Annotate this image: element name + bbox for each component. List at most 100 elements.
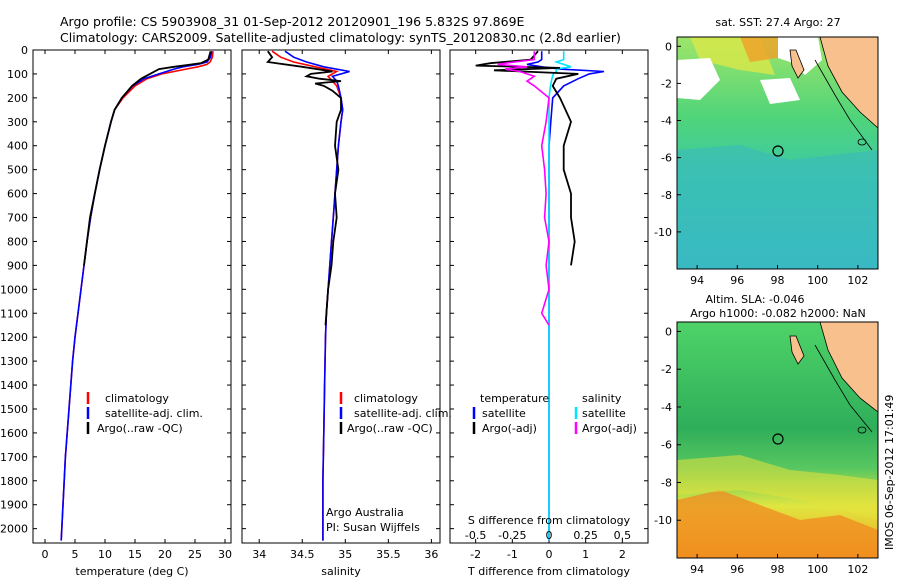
- sla-map-title-1: Altim. SLA: -0.046: [705, 293, 804, 306]
- map-x-tick-label: 102: [847, 274, 868, 287]
- x-tick-label: -1: [507, 548, 518, 561]
- series-line-argo-raw-qc-: [266, 50, 342, 326]
- salinity-x-label: salinity: [321, 565, 361, 578]
- legend-header-salinity: salinity: [582, 392, 622, 405]
- series-line-salinity-satellite: [548, 51, 572, 541]
- legend-label-s-satellite: satellite: [582, 407, 626, 420]
- sla-land: [819, 322, 878, 413]
- legend-label-t-argo: Argo(-adj): [482, 422, 537, 435]
- map-x-tick-label: 94: [690, 274, 704, 287]
- map-y-tick-label: 0: [665, 325, 672, 338]
- legend-label-climatology: climatology: [105, 392, 169, 405]
- series-line-climatology: [271, 50, 344, 541]
- legend-label-satellite: satellite-adj. clim.: [105, 407, 203, 420]
- x-tick-label: 34: [252, 548, 266, 561]
- sst-map: [677, 37, 878, 269]
- temperature-panel-frame: [32, 49, 232, 544]
- depth-tick-label: 700: [7, 212, 28, 225]
- s-difference-label: S difference from climatology: [468, 514, 631, 527]
- argo-australia-label: Argo Australia: [326, 506, 404, 519]
- map-x-tick-label: 98: [771, 274, 785, 287]
- x-tick-label: -2: [470, 548, 481, 561]
- depth-tick-label: 300: [7, 116, 28, 129]
- map-y-tick-label: -4: [661, 115, 672, 128]
- sst-missing-patch-2: [778, 37, 822, 75]
- x-tick-label: 0: [42, 548, 49, 561]
- series-line-salinity-argo-adj-: [497, 51, 550, 326]
- sla-island: [789, 335, 805, 365]
- depth-tick-label: 900: [7, 259, 28, 272]
- series-line-temperature-argo-adj-: [475, 50, 579, 266]
- x-tick-label: 35: [338, 548, 352, 561]
- map-x-tick-label: 98: [771, 563, 785, 576]
- depth-tick-label: 1700: [0, 451, 28, 464]
- map-y-tick-label: 0: [665, 40, 672, 53]
- series-line-argo-raw-qc-: [83, 50, 212, 266]
- s-tick-label: 0: [546, 529, 553, 542]
- depth-tick-label: 0: [21, 44, 28, 57]
- depth-tick-label: 1200: [0, 331, 28, 344]
- map-x-tick-label: 102: [847, 563, 868, 576]
- depth-tick-label: 1300: [0, 355, 28, 368]
- x-tick-label: 1: [582, 548, 589, 561]
- sst-hot-patch: [740, 37, 778, 62]
- legend-label-argo: Argo(..raw -QC): [347, 422, 433, 435]
- depth-tick-label: 1100: [0, 307, 28, 320]
- depth-tick-label: 500: [7, 164, 28, 177]
- header-line-2: Climatology: CARS2009. Satellite-adjuste…: [60, 30, 621, 45]
- sst-argo-marker: [772, 145, 784, 157]
- map-x-tick-label: 100: [807, 274, 828, 287]
- sst-cool-patch: [677, 145, 878, 269]
- x-tick-label: 0: [546, 548, 553, 561]
- map-x-tick-label: 100: [807, 563, 828, 576]
- depth-tick-label: 1000: [0, 283, 28, 296]
- difference-x-label: T difference from climatology: [467, 565, 630, 578]
- map-y-tick-label: -6: [661, 152, 672, 165]
- sst-missing-patch-1: [677, 58, 720, 100]
- depth-tick-label: 1400: [0, 379, 28, 392]
- series-line-climatology: [60, 51, 214, 541]
- legend-label-satellite: satellite-adj. clim.: [354, 407, 452, 420]
- series-line-temperature-satellite: [526, 51, 605, 541]
- x-tick-label: 20: [158, 548, 172, 561]
- pi-label: PI: Susan Wijffels: [326, 521, 420, 534]
- x-tick-label: 25: [188, 548, 202, 561]
- depth-tick-label: 800: [7, 235, 28, 248]
- s-tick-label: -0.25: [498, 529, 526, 542]
- x-tick-label: 35.5: [376, 548, 401, 561]
- x-tick-label: 36: [424, 548, 438, 561]
- sla-orange-patch: [677, 490, 878, 558]
- legend-label-climatology: climatology: [354, 392, 418, 405]
- sst-island: [789, 49, 805, 79]
- legend-header-temperature: temperature: [480, 392, 549, 405]
- difference-legend: temperature salinity satellite Argo(-adj…: [472, 392, 637, 435]
- sla-yellow-patch: [677, 455, 878, 520]
- s-tick-label: 0.25: [573, 529, 598, 542]
- depth-tick-label: 1500: [0, 403, 28, 416]
- sst-land: [819, 37, 878, 129]
- depth-tick-label: 1800: [0, 475, 28, 488]
- map-y-tick-label: -10: [654, 226, 672, 239]
- depth-tick-label: 200: [7, 92, 28, 105]
- map-y-tick-label: -2: [661, 363, 672, 376]
- x-tick-label: 2: [619, 548, 626, 561]
- temperature-x-label: temperature (deg C): [75, 565, 188, 578]
- depth-tick-label: 1900: [0, 499, 28, 512]
- x-tick-label: 15: [128, 548, 142, 561]
- sst-small-island: [857, 138, 867, 146]
- map-y-tick-label: -8: [661, 189, 672, 202]
- depth-tick-label: 2000: [0, 523, 28, 536]
- legend-label-t-satellite: satellite: [482, 407, 526, 420]
- salinity-legend: climatology satellite-adj. clim. Argo(..…: [339, 392, 452, 435]
- map-x-tick-label: 94: [690, 563, 704, 576]
- map-y-tick-label: -10: [654, 514, 672, 527]
- s-tick-label: -0.5: [465, 529, 486, 542]
- x-tick-label: 10: [98, 548, 112, 561]
- x-tick-label: 30: [218, 548, 232, 561]
- depth-tick-label: 600: [7, 188, 28, 201]
- depth-tick-label: 400: [7, 140, 28, 153]
- depth-tick-label: 100: [7, 68, 28, 81]
- map-x-tick-label: 96: [730, 563, 744, 576]
- legend-label-argo: Argo(..raw -QC): [97, 422, 183, 435]
